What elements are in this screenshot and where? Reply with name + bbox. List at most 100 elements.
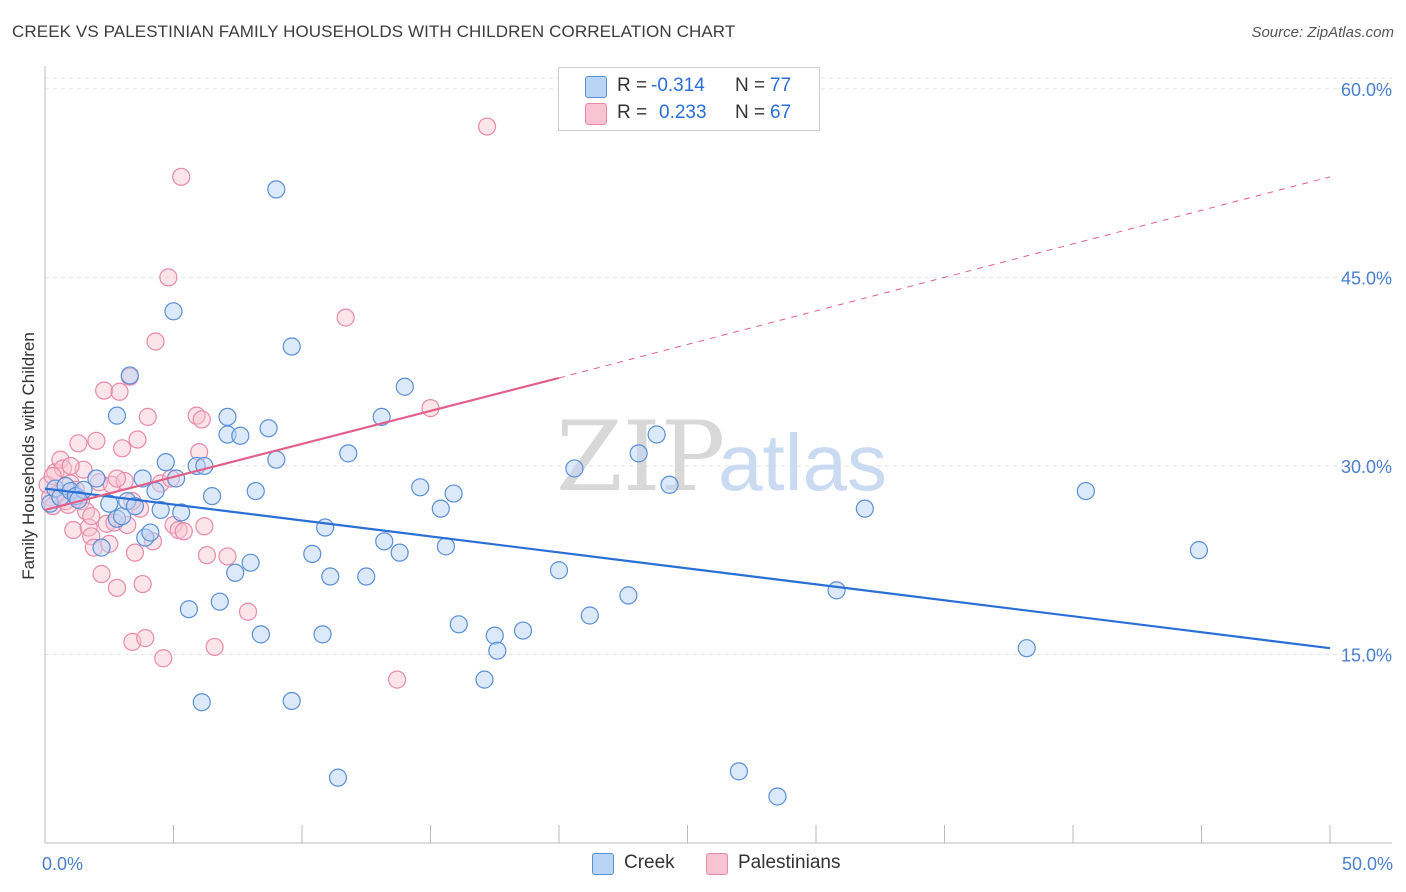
creek-point	[513, 621, 533, 640]
creek-point	[375, 532, 394, 551]
legend-n-value: 67	[770, 102, 792, 123]
creek-point	[202, 486, 222, 506]
palestinians-point	[192, 410, 211, 429]
palestinians-point	[146, 332, 165, 351]
palestinians-point	[110, 382, 129, 401]
palestinians-point	[197, 546, 217, 565]
palestinians-point	[136, 629, 155, 648]
creek-point	[164, 302, 183, 321]
palestinians-point	[421, 399, 440, 418]
creek-point	[431, 499, 450, 518]
creek-point	[125, 497, 145, 516]
palestinians-point	[477, 117, 497, 136]
creek-point	[1017, 639, 1036, 658]
creek-point	[328, 768, 348, 787]
creek-trend-line	[44, 487, 1331, 650]
legend-r-value: 0.233	[659, 102, 707, 123]
creek-point	[629, 444, 648, 463]
creek-point	[179, 600, 199, 619]
creek-point	[855, 499, 874, 518]
legend-n-label: N =	[735, 102, 766, 123]
creek-point	[251, 625, 270, 644]
creek-points	[41, 180, 1209, 806]
creek-point	[485, 626, 504, 645]
creek-point	[321, 567, 340, 586]
source-label: Source: ZipAtlas.com	[1251, 24, 1394, 41]
x-tick-label: 0.0%	[42, 854, 83, 874]
creek-point	[565, 459, 584, 478]
creek-point	[303, 544, 322, 564]
creek-point	[226, 563, 245, 582]
creek-point	[282, 337, 301, 356]
creek-point	[768, 787, 787, 806]
palestinians-point	[336, 308, 355, 327]
watermark: ZIP atlas	[556, 401, 887, 513]
watermark-atlas: atlas	[718, 418, 887, 507]
palestinians-point	[92, 564, 111, 584]
legend-row-creek: R = -0.314 N = 77	[559, 74, 819, 100]
palestinians-point	[69, 434, 88, 453]
palestinians-point	[174, 522, 193, 541]
palestinians-legend-label: Palestinians	[738, 852, 841, 873]
trend-lines	[44, 176, 1331, 650]
series-legend: Creek Palestinians	[592, 852, 892, 876]
palestinians-point	[107, 578, 127, 597]
y-tick-label: 60.0%	[1341, 80, 1392, 100]
creek-point	[192, 693, 211, 712]
creek-point	[92, 538, 111, 557]
y-tick-label: 15.0%	[1341, 645, 1392, 665]
palestinians-point	[154, 649, 173, 668]
creek-point	[120, 366, 139, 385]
legend-n-value: 77	[770, 75, 792, 96]
creek-point	[100, 494, 119, 513]
creek-point	[246, 481, 265, 501]
palestinians-trend-line	[44, 376, 560, 511]
creek-point	[87, 469, 106, 488]
creek-point	[282, 691, 301, 711]
palestinians-point	[205, 637, 224, 657]
tick-labels: 15.0% 30.0% 45.0% 60.0% 0.0% 50.0%	[42, 80, 1393, 874]
creek-point	[156, 453, 175, 472]
creek-point	[436, 537, 456, 556]
creek-point	[827, 581, 846, 600]
creek-point	[339, 444, 358, 463]
legend-r-label: R =	[617, 75, 648, 96]
creek-legend-label: Creek	[624, 852, 675, 873]
palestinians-point	[95, 381, 114, 400]
creek-point	[210, 592, 229, 611]
palestinians-point	[172, 167, 191, 186]
creek-point	[619, 586, 638, 605]
palestinians-point	[64, 520, 83, 540]
palestinians-point	[61, 456, 80, 476]
creek-point	[444, 484, 463, 503]
creek-point	[313, 625, 332, 644]
creek-point	[267, 450, 286, 469]
creek-point	[195, 456, 214, 476]
legend-n-label: N =	[735, 75, 766, 96]
creek-point	[549, 561, 569, 580]
palestinians-trend-extension	[558, 176, 1331, 379]
creek-point	[231, 426, 250, 445]
creek-point	[1076, 481, 1095, 501]
palestinians-point	[82, 507, 101, 526]
palestinians-swatch	[585, 103, 607, 125]
creek-point	[660, 475, 679, 494]
legend-r-value: -0.314	[651, 75, 705, 96]
palestinians-point	[82, 527, 101, 546]
palestinians-point	[125, 543, 145, 562]
creek-point	[1189, 541, 1209, 560]
y-tick-label: 30.0%	[1341, 457, 1392, 477]
palestinians-point	[87, 431, 106, 450]
palestinians-legend-swatch	[706, 853, 728, 875]
y-tick-label: 45.0%	[1341, 268, 1392, 288]
palestinians-point	[159, 268, 178, 287]
palestinians-point	[138, 407, 157, 427]
creek-legend-swatch	[592, 853, 614, 875]
palestinians-points	[38, 117, 497, 689]
palestinians-point	[133, 574, 152, 594]
creek-point	[267, 180, 286, 199]
palestinians-point	[387, 670, 407, 689]
creek-swatch	[585, 76, 607, 98]
creek-point	[218, 407, 237, 427]
